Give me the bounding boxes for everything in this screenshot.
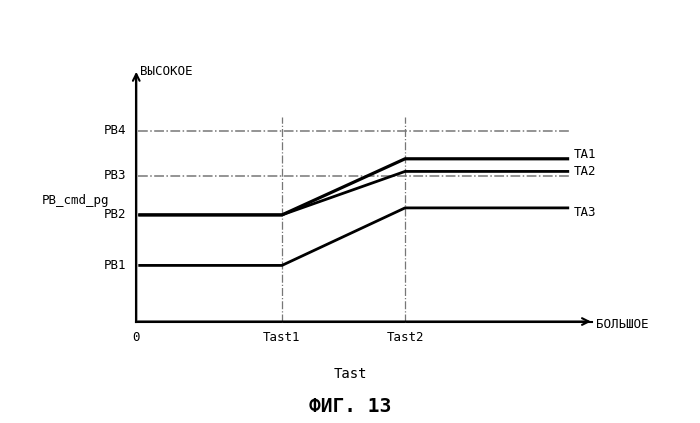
Text: PB3: PB3 (104, 169, 126, 182)
Text: PB_cmd_pg: PB_cmd_pg (42, 195, 110, 207)
Text: TA3: TA3 (573, 206, 596, 219)
Text: PB2: PB2 (104, 209, 126, 221)
Text: TA1: TA1 (573, 148, 596, 161)
Text: ВЫСОКОЕ: ВЫСОКОЕ (141, 65, 193, 78)
Text: Tast2: Tast2 (386, 331, 424, 344)
Text: ФИГ. 13: ФИГ. 13 (309, 398, 391, 416)
Text: БОЛЬШОЕ: БОЛЬШОЕ (596, 318, 648, 331)
Text: 0: 0 (132, 331, 140, 344)
Text: Tast1: Tast1 (263, 331, 301, 344)
Text: Tast: Tast (333, 367, 367, 382)
Text: TA2: TA2 (573, 165, 596, 178)
Text: PB4: PB4 (104, 124, 126, 137)
Text: PB1: PB1 (104, 259, 126, 272)
